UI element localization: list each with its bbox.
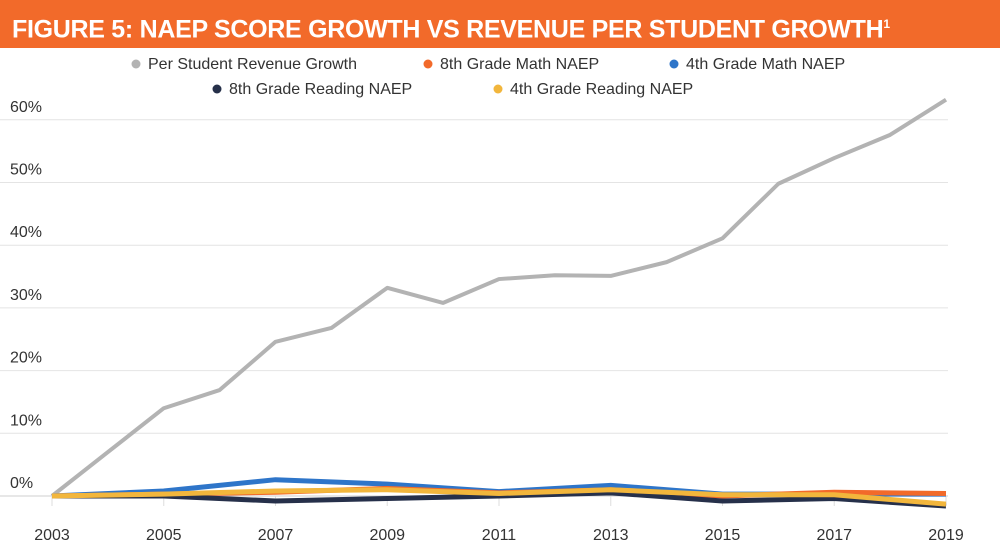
legend-marker [212,84,222,94]
y-tick-label: 30% [10,287,42,304]
y-tick-label: 10% [10,412,42,429]
series-line-per-student-revenue-growth [50,98,948,498]
x-tick-label: 2015 [705,527,741,544]
series-line-8th-grade-reading-naep [52,490,947,509]
x-tick-label: 2013 [593,527,629,544]
legend-marker [493,84,503,94]
chart-title: FIGURE 5: NAEP SCORE GROWTH VS REVENUE P… [0,0,1000,53]
y-tick-label: 0% [10,475,33,492]
x-tick-label: 2007 [258,527,294,544]
legend-marker [669,59,679,69]
legend-marker [131,59,141,69]
legend-marker [423,59,433,69]
legend-label: Per Student Revenue Growth [148,56,357,73]
y-tick-label: 20% [10,350,42,367]
series-line-4th-grade-reading-naep [51,487,947,507]
chart-title-text: FIGURE 5: NAEP SCORE GROWTH VS REVENUE P… [12,15,884,44]
title-banner: FIGURE 5: NAEP SCORE GROWTH VS REVENUE P… [0,0,1000,48]
legend-label: 8th Grade Reading NAEP [229,81,412,98]
legend-label: 8th Grade Math NAEP [440,56,599,73]
x-tick-label: 2011 [482,527,517,544]
x-tick-label: 2005 [146,527,182,544]
legend-label: 4th Grade Math NAEP [686,56,845,73]
title-footnote: 1 [883,17,890,31]
y-tick-label: 40% [10,224,42,241]
y-tick-label: 60% [10,99,42,116]
x-tick-label: 2017 [816,527,852,544]
legend-label: 4th Grade Reading NAEP [510,81,693,98]
x-tick-label: 2009 [369,527,405,544]
x-tick-label: 2003 [34,527,70,544]
y-tick-label: 50% [10,162,42,179]
x-tick-label: 2019 [928,527,964,544]
